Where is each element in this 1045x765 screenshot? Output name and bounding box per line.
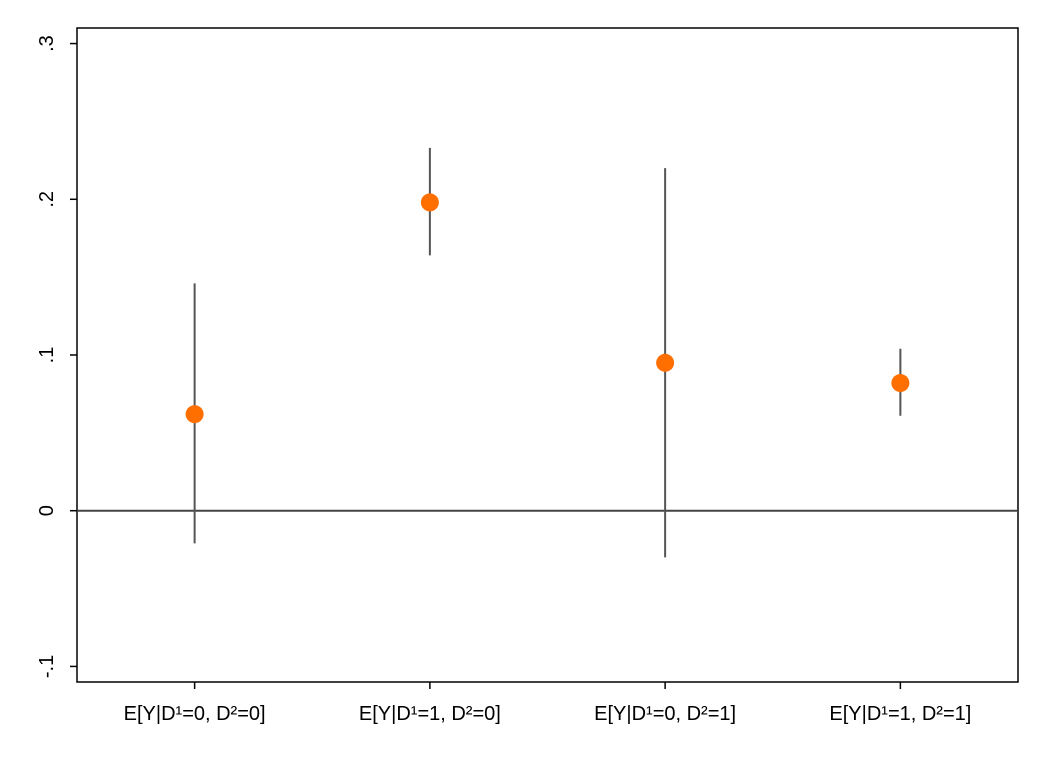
x-tick-label: E[Y|D¹=0, D²=0] (124, 703, 266, 725)
x-tick-label: E[Y|D¹=1, D²=0] (359, 703, 501, 725)
plot-frame (76, 27, 1019, 683)
y-tick-label: .3 (36, 35, 58, 52)
y-axis: -.1 0 .1 .2 .3 (36, 35, 77, 678)
x-axis: E[Y|D¹=0, D²=0] E[Y|D¹=1, D²=0] E[Y|D¹=0, … (124, 682, 971, 725)
x-tick-label: E[Y|D¹=0, D²=1] (594, 703, 736, 725)
point-estimate-marker (420, 193, 439, 212)
x-tick-label: E[Y|D¹=1, D²=1] (829, 703, 971, 725)
y-tick-label: -.1 (36, 655, 58, 678)
y-tick-label: .1 (36, 347, 58, 364)
point-estimates (185, 193, 910, 424)
point-estimate-marker (185, 405, 204, 424)
plot-frame-layer (76, 27, 1019, 683)
point-estimate-marker (891, 374, 910, 393)
y-tick-label: .2 (36, 191, 58, 208)
y-tick-label: 0 (36, 505, 58, 516)
point-estimate-marker (656, 353, 675, 372)
confidence-intervals (193, 147, 902, 558)
